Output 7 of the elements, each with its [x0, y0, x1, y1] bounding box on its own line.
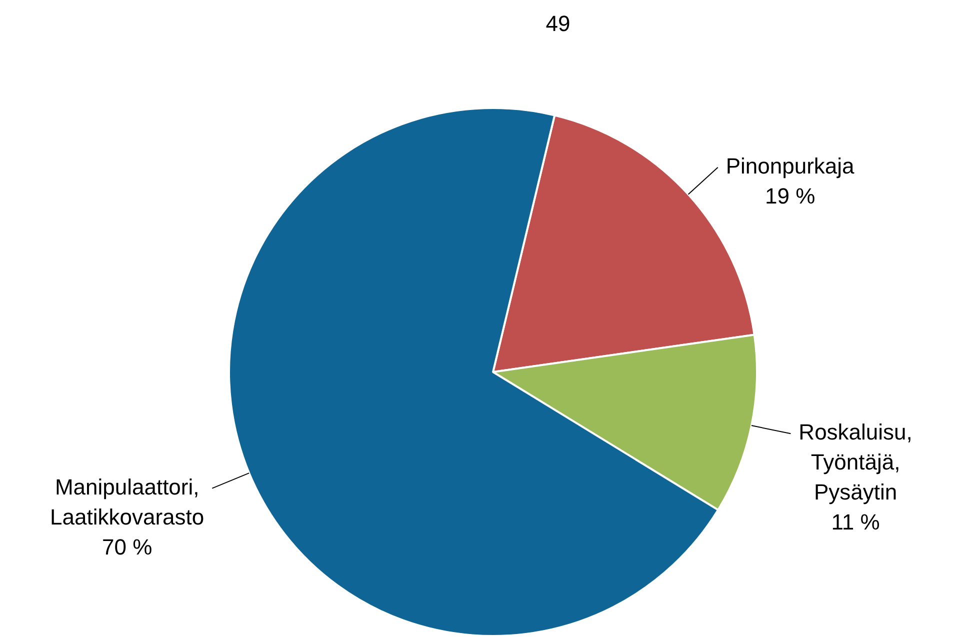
text: 49 [546, 11, 570, 36]
data-label: 11 % [831, 510, 880, 535]
data-label: 19 % [764, 183, 816, 208]
slice-label: Roskaluisu, Työntäjä, Pysäytin [798, 420, 912, 505]
slice-label: Manipulaattori, Laatikkovarasto [50, 474, 204, 530]
slice-label: Pinonpurkaja [726, 153, 856, 178]
data-label: 70 % [102, 534, 152, 560]
